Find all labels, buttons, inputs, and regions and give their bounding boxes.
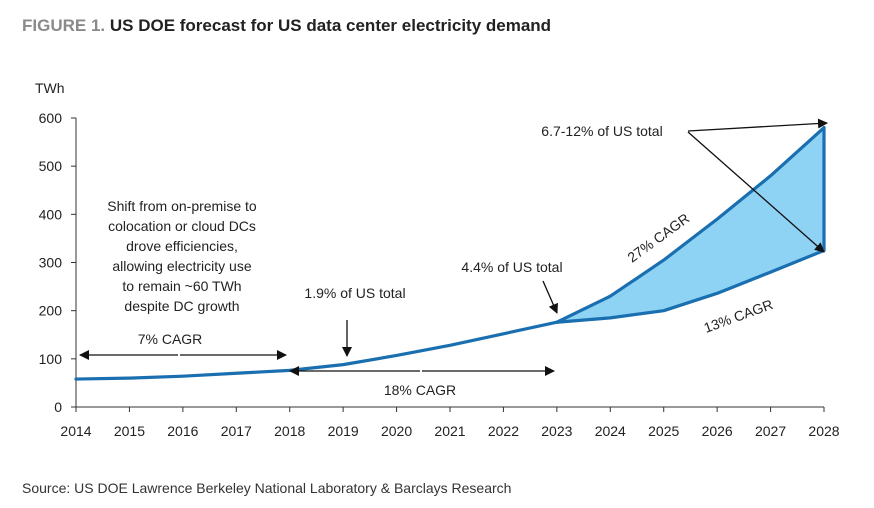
arrow-2028-high bbox=[687, 118, 828, 132]
x-tick-label: 2017 bbox=[221, 423, 252, 439]
arrow-2028-low bbox=[687, 131, 825, 253]
series-line-high-27pct bbox=[555, 126, 826, 324]
annotation-13pct-cagr: 13% CAGR bbox=[702, 296, 775, 336]
x-tick-label: 2024 bbox=[595, 423, 626, 439]
x-tick-label: 2023 bbox=[541, 423, 572, 439]
annotation-shift-line: to remain ~60 TWh bbox=[122, 278, 241, 294]
annotation-2023-share: 4.4% of US total bbox=[461, 259, 562, 275]
annotation-shift-line: drove efficiencies, bbox=[126, 238, 238, 254]
y-axis-label: TWh bbox=[35, 80, 65, 96]
arrow-2023-share bbox=[542, 280, 558, 314]
x-tick-label: 2028 bbox=[808, 423, 839, 439]
figure-label: FIGURE 1. bbox=[22, 16, 106, 35]
x-tick-label: 2019 bbox=[328, 423, 359, 439]
x-tick-label: 2025 bbox=[648, 423, 679, 439]
y-tick-label: 200 bbox=[39, 303, 63, 319]
chart-title: FIGURE 1. US DOE forecast for US data ce… bbox=[22, 16, 551, 36]
annotation-7pct-cagr: 7% CAGR bbox=[138, 331, 203, 347]
x-tick-label: 2018 bbox=[274, 423, 305, 439]
x-tick-label: 2020 bbox=[381, 423, 412, 439]
y-tick-label: 0 bbox=[54, 399, 62, 415]
x-tick-label: 2016 bbox=[167, 423, 198, 439]
x-tick-label: 2021 bbox=[434, 423, 465, 439]
annotation-shift-line: allowing electricity use bbox=[112, 258, 251, 274]
source-note: Source: US DOE Lawrence Berkeley Nationa… bbox=[22, 480, 512, 496]
series-line-historical bbox=[74, 320, 559, 381]
annotation-shift-line: Shift from on-premise to bbox=[107, 198, 257, 214]
y-tick-label: 300 bbox=[39, 255, 63, 271]
x-tick-label: 2027 bbox=[755, 423, 786, 439]
annotation-shift-line: despite DC growth bbox=[124, 298, 239, 314]
annotation-2028-share: 6.7-12% of US total bbox=[541, 123, 662, 139]
forecast-range-area bbox=[556, 127, 824, 323]
y-tick-label: 600 bbox=[39, 110, 63, 126]
x-tick-label: 2015 bbox=[114, 423, 145, 439]
annotation-shift-line: colocation or cloud DCs bbox=[108, 218, 256, 234]
x-tick-label: 2022 bbox=[488, 423, 519, 439]
annotation-2019-share: 1.9% of US total bbox=[304, 285, 405, 301]
series-line-low-13pct bbox=[555, 248, 826, 324]
y-tick-label: 500 bbox=[39, 158, 63, 174]
x-tick-label: 2014 bbox=[60, 423, 91, 439]
y-tick-label: 100 bbox=[39, 351, 63, 367]
x-tick-label: 2026 bbox=[702, 423, 733, 439]
y-tick-label: 400 bbox=[39, 206, 63, 222]
figure-title: US DOE forecast for US data center elect… bbox=[109, 16, 552, 35]
annotation-18pct-cagr: 18% CAGR bbox=[384, 382, 456, 398]
